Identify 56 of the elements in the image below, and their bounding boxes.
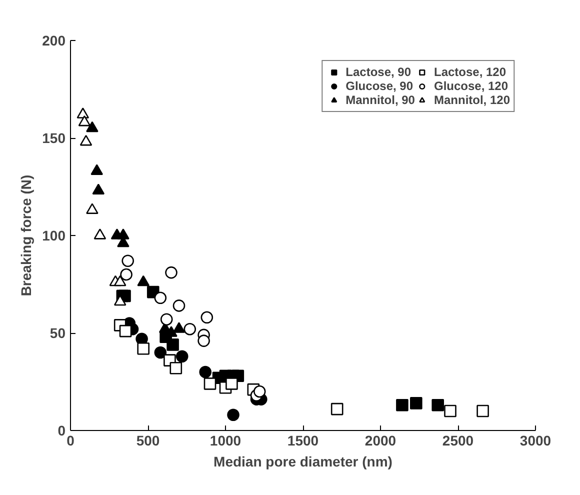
x-tick-label: 2000 bbox=[364, 432, 396, 448]
legend-label: Mannitol, 120 bbox=[434, 93, 510, 107]
point bbox=[137, 342, 150, 355]
point bbox=[172, 322, 186, 333]
point bbox=[92, 184, 105, 194]
point bbox=[154, 346, 167, 359]
point bbox=[410, 397, 422, 410]
x-tick-label: 1000 bbox=[210, 432, 242, 448]
y-tick-label: 50 bbox=[50, 325, 66, 341]
y-tick-label: 100 bbox=[42, 228, 66, 244]
y-tick-label: 0 bbox=[58, 422, 66, 438]
point bbox=[432, 399, 444, 412]
point bbox=[184, 322, 196, 336]
point bbox=[86, 203, 98, 214]
point bbox=[227, 408, 240, 422]
point bbox=[396, 399, 408, 412]
x-tick-label: 3000 bbox=[520, 432, 552, 448]
point bbox=[172, 300, 186, 312]
x-axis-title: Median pore diameter (nm) bbox=[214, 454, 392, 470]
point bbox=[117, 228, 130, 240]
point bbox=[476, 404, 489, 418]
point bbox=[86, 121, 98, 132]
point bbox=[226, 378, 238, 390]
point bbox=[90, 164, 103, 175]
x-tick-label: 2500 bbox=[442, 432, 474, 448]
point bbox=[204, 378, 216, 390]
point bbox=[166, 338, 179, 351]
point bbox=[114, 275, 126, 286]
point bbox=[154, 292, 167, 304]
point bbox=[170, 362, 182, 374]
point bbox=[78, 115, 91, 126]
point bbox=[199, 366, 212, 378]
y-tick-label: 200 bbox=[42, 32, 66, 48]
point bbox=[330, 402, 344, 416]
y-tick-label: 150 bbox=[42, 130, 66, 146]
point bbox=[94, 228, 106, 240]
point bbox=[137, 275, 150, 286]
point bbox=[200, 311, 214, 324]
point bbox=[120, 268, 132, 281]
legend-label: Mannitol, 90 bbox=[346, 93, 415, 107]
legend-label: Glucose, 120 bbox=[434, 79, 508, 93]
legend-label: Lactose, 90 bbox=[346, 65, 412, 79]
point bbox=[198, 334, 210, 347]
point bbox=[253, 385, 266, 398]
x-tick-label: 500 bbox=[136, 432, 160, 448]
point bbox=[80, 134, 92, 146]
point bbox=[119, 324, 132, 338]
x-tick-label: 1500 bbox=[287, 432, 319, 448]
point bbox=[444, 404, 456, 418]
legend-label: Lactose, 120 bbox=[434, 65, 506, 79]
point bbox=[160, 313, 173, 326]
point bbox=[165, 266, 178, 279]
point bbox=[122, 254, 134, 267]
y-axis-title: Breaking force (N) bbox=[18, 174, 34, 296]
legend-label: Glucose, 90 bbox=[346, 79, 414, 93]
point bbox=[176, 350, 188, 363]
